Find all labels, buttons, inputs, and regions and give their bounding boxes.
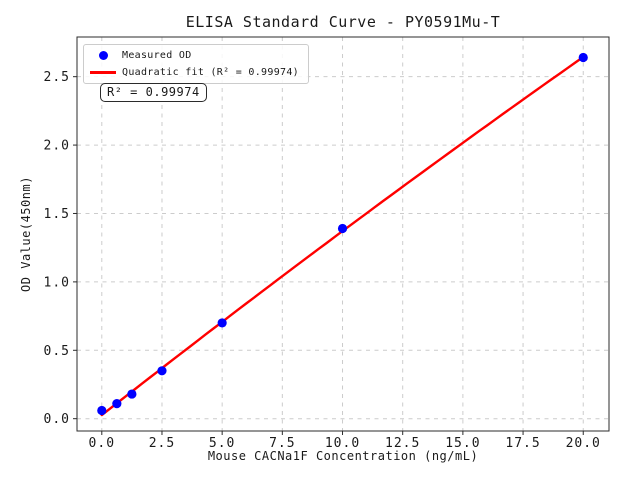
y-tick-label: 1.0 [44,275,70,290]
x-tick-label: 10.0 [325,436,360,451]
legend-marker-cell [84,51,122,60]
x-tick-label: 2.5 [149,436,175,451]
chart-title: ELISA Standard Curve - PY0591Mu-T [185,13,501,31]
data-point [97,405,107,416]
legend-item-measured-od: Measured OD [84,49,299,62]
legend-marker-cell [84,71,122,74]
data-point [578,52,588,63]
y-tick-label: 2.0 [44,139,70,154]
legend-item-quadratic-fit: Quadratic fit (R² = 0.99974) [84,66,299,79]
x-tick-label: 20.0 [566,436,601,451]
x-tick-label: 0.0 [89,436,115,451]
x-tick-label: 15.0 [445,436,480,451]
y-tick-label: 1.5 [44,207,70,222]
y-tick-label: 0.0 [44,412,70,427]
y-tick-label: 0.5 [44,344,70,359]
data-point [127,389,137,399]
legend: Measured OD Quadratic fit (R² = 0.99974) [83,44,309,84]
x-tick-label: 7.5 [269,436,295,451]
r-squared-annotation: R² = 0.99974 [100,83,207,102]
data-point [337,223,348,234]
x-tick-label: 12.5 [385,436,420,451]
x-tick-label: 5.0 [209,436,235,451]
y-axis-label: OD Value(450nm) [19,176,33,292]
line-marker-icon [90,71,116,74]
x-axis-label: Mouse CACNa1F Concentration (ng/mL) [207,449,479,463]
data-point [112,399,122,409]
x-tick-label: 17.5 [505,436,540,451]
y-tick-label: 2.5 [44,70,70,85]
scatter-marker-icon [98,51,108,60]
data-point [217,318,227,328]
data-point [157,366,167,376]
legend-label-measured-od: Measured OD [122,50,192,61]
legend-label-quadratic-fit: Quadratic fit (R² = 0.99974) [122,67,299,78]
